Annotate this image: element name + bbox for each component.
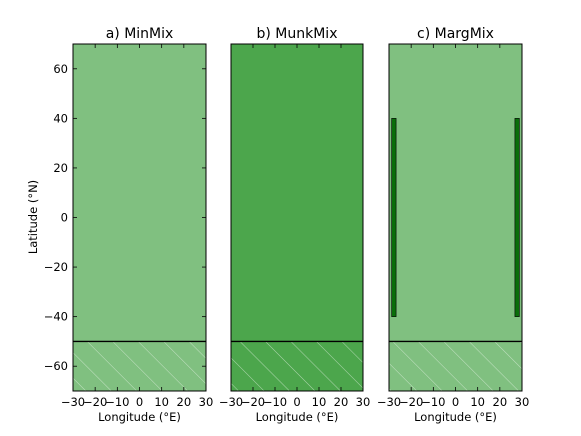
panel-c-xticks: −30−20−10 0 10 20 30	[377, 44, 529, 409]
xtick-label: −10	[105, 395, 129, 409]
panel-a-xticks: −30−20−10 0 10 20 30	[61, 44, 213, 409]
panel-c-title: c) MargMix	[417, 26, 494, 42]
panel-a-hatch	[73, 341, 206, 391]
ytick-label: −20	[44, 260, 68, 274]
panel-b-region	[231, 44, 363, 391]
panel-b-title: b) MunkMix	[257, 26, 338, 42]
xtick-label: 20	[334, 395, 349, 409]
panel-a-xlabel: Longitude (°E)	[98, 410, 181, 424]
ytick-label: 20	[53, 161, 68, 175]
xtick-label: 20	[177, 395, 192, 409]
xtick-label: 10	[154, 395, 169, 409]
xtick-label: −30	[219, 395, 243, 409]
panel-c-margin-bands	[391, 118, 520, 317]
panel-c-hatch	[389, 341, 522, 391]
ytick-label: −40	[44, 310, 68, 324]
panel-b-xlabel: Longitude (°E)	[256, 410, 339, 424]
xtick-label: −20	[399, 395, 423, 409]
xtick-label: 30	[356, 395, 371, 409]
ytick-label: 60	[53, 62, 68, 76]
xtick-label: −30	[377, 395, 401, 409]
panel-c-xlabel: Longitude (°E)	[414, 410, 497, 424]
xtick-label: 0	[136, 395, 143, 409]
ytick-label: 40	[53, 111, 68, 125]
margin-band-west	[391, 118, 397, 317]
panel-b-xticks: −30−20−10 0 10 20 30	[219, 44, 370, 409]
panel-a-ylabel: Latitude (°N)	[26, 180, 40, 254]
panel-a-region	[73, 44, 206, 391]
xtick-label: 10	[312, 395, 327, 409]
xtick-label: 0	[452, 395, 459, 409]
xtick-label: −10	[263, 395, 287, 409]
xtick-label: 10	[470, 395, 485, 409]
panel-a-title: a) MinMix	[106, 26, 174, 42]
xtick-label: 20	[493, 395, 508, 409]
panel-c: c) MargMix −30−20−10 0 10 20 30 Longitude (°…	[377, 26, 529, 424]
panel-b: b) MunkMix −30−20−10 0 10 20 30 Longitude (°…	[219, 26, 370, 424]
margin-band-east	[514, 118, 520, 317]
xtick-label: −10	[421, 395, 445, 409]
panel-a-yticks: 60 40 20 0 −20 −40 −60	[44, 62, 206, 373]
panel-a: a) MinMix −30−20−10 0 10 20 30 6040200−20−40…	[26, 26, 213, 424]
xtick-label: 30	[199, 395, 214, 409]
xtick-label: −30	[61, 395, 85, 409]
ytick-label: −60	[44, 359, 68, 373]
ytick-label: 0	[61, 211, 68, 225]
xtick-label: 0	[293, 395, 300, 409]
panel-c-region	[389, 44, 522, 391]
xtick-label: −20	[83, 395, 107, 409]
xtick-label: −20	[241, 395, 265, 409]
xtick-label: 30	[515, 395, 530, 409]
panel-b-hatch	[231, 341, 363, 391]
